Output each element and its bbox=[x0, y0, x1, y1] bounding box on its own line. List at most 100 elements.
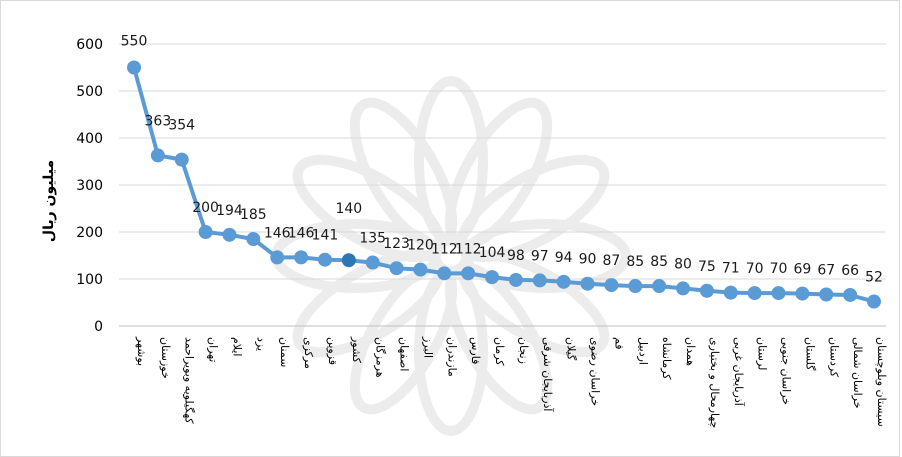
data-point bbox=[771, 286, 786, 301]
data-label: 123 bbox=[383, 236, 410, 252]
data-label: 550 bbox=[121, 34, 148, 50]
watermark-petal bbox=[414, 266, 488, 436]
watermark-petal bbox=[414, 76, 488, 246]
data-label: 97 bbox=[531, 248, 549, 264]
x-tick-label: خراسان شمالی bbox=[851, 337, 864, 409]
data-point bbox=[461, 266, 476, 281]
data-label: 185 bbox=[240, 207, 267, 223]
x-tick-label: آذربایجان غربی bbox=[732, 337, 746, 407]
data-point bbox=[843, 287, 858, 302]
data-label: 98 bbox=[507, 248, 525, 264]
data-point bbox=[723, 285, 738, 300]
y-tick-label: 300 bbox=[76, 178, 103, 194]
data-label: 80 bbox=[674, 256, 692, 272]
data-point bbox=[747, 286, 762, 301]
y-tick-label: 400 bbox=[76, 131, 103, 147]
data-label: 104 bbox=[479, 245, 506, 261]
data-point bbox=[580, 276, 595, 291]
x-tick-label: تهران bbox=[207, 337, 220, 362]
data-point bbox=[246, 232, 261, 247]
data-label: 135 bbox=[359, 231, 386, 247]
data-label: 85 bbox=[626, 254, 644, 270]
data-label: 87 bbox=[603, 253, 621, 269]
data-label: 75 bbox=[698, 259, 716, 275]
data-point bbox=[413, 262, 428, 277]
data-labels: 5503633542001941851461461411401351231201… bbox=[121, 34, 883, 286]
watermark-petal bbox=[444, 97, 553, 250]
data-point bbox=[819, 287, 834, 302]
watermark-petal bbox=[457, 154, 610, 263]
data-point bbox=[652, 279, 667, 294]
y-axis-title: میلیون ریال bbox=[41, 160, 57, 242]
data-point bbox=[437, 266, 452, 281]
data-point bbox=[127, 60, 141, 75]
data-point bbox=[341, 253, 356, 268]
data-point bbox=[556, 274, 571, 289]
y-axis-ticks: 0 100 200 300 400 500 600 bbox=[76, 37, 103, 335]
y-tick-label: 500 bbox=[76, 84, 103, 100]
data-point bbox=[676, 281, 691, 296]
x-tick-label: قم bbox=[612, 337, 625, 350]
data-point bbox=[150, 148, 165, 163]
x-tick-label: کهگیلویه وبویراحمد bbox=[183, 337, 196, 424]
y-tick-label: 0 bbox=[94, 319, 103, 335]
data-point bbox=[222, 227, 237, 242]
data-label: 70 bbox=[770, 261, 788, 277]
x-tick-label: همدان bbox=[684, 337, 697, 366]
x-tick-label: مرکزی bbox=[302, 337, 315, 369]
data-label: 66 bbox=[841, 263, 859, 279]
data-point bbox=[795, 286, 810, 301]
x-tick-label: کرمانشاه bbox=[660, 337, 673, 380]
data-point bbox=[317, 252, 332, 267]
x-tick-label: خراسان جنوبی bbox=[780, 337, 793, 405]
x-tick-label: زنجان bbox=[517, 337, 530, 364]
data-point bbox=[628, 279, 643, 294]
watermark-petal bbox=[292, 154, 445, 263]
x-tick-label: چهارمحال و بختیاری bbox=[708, 337, 721, 428]
data-label: 200 bbox=[192, 200, 219, 216]
x-tick-label: البرز bbox=[421, 336, 434, 358]
series-markers bbox=[127, 60, 881, 309]
x-tick-label: کردستان bbox=[827, 337, 840, 378]
data-label: 67 bbox=[817, 263, 835, 279]
x-tick-label: سمنان bbox=[278, 337, 291, 367]
x-tick-label: قزوین bbox=[326, 337, 339, 365]
x-tick-label: گلستان bbox=[803, 337, 816, 371]
x-tick-label: اردبیل bbox=[636, 337, 649, 365]
x-tick-label: آذربایجان شرقی bbox=[541, 337, 555, 412]
data-point bbox=[604, 278, 619, 293]
x-tick-label: یزد bbox=[254, 337, 267, 351]
data-label: 141 bbox=[312, 228, 339, 244]
x-tick-label: لرستان bbox=[756, 337, 769, 370]
data-label: 71 bbox=[722, 261, 740, 277]
x-axis-ticks: بوشهر خوزستان کهگیلویه وبویراحمد تهران ایلام… bbox=[135, 336, 888, 428]
data-label: 112 bbox=[431, 241, 458, 257]
y-tick-label: 100 bbox=[76, 272, 103, 288]
data-label: 85 bbox=[650, 254, 668, 270]
data-label: 146 bbox=[288, 225, 315, 241]
watermark-petal bbox=[292, 249, 445, 358]
x-tick-label: کشور bbox=[350, 336, 363, 364]
x-tick-label: مازندران bbox=[445, 337, 458, 377]
data-point bbox=[508, 272, 523, 287]
data-label: 146 bbox=[264, 225, 291, 241]
data-label: 52 bbox=[865, 270, 883, 286]
data-point bbox=[699, 283, 714, 298]
data-label: 90 bbox=[579, 252, 597, 268]
data-label: 363 bbox=[145, 113, 172, 129]
x-tick-label: کرمان bbox=[493, 337, 506, 366]
x-tick-label: فارس bbox=[469, 337, 482, 364]
data-point bbox=[174, 152, 189, 167]
data-label: 69 bbox=[793, 262, 811, 278]
data-point bbox=[198, 225, 213, 239]
x-tick-label: سیستان وبلوچستان bbox=[875, 337, 888, 427]
x-tick-label: اصفهان bbox=[398, 337, 411, 371]
x-tick-label: خوزستان bbox=[159, 337, 172, 379]
data-label: 120 bbox=[407, 238, 434, 254]
data-point bbox=[365, 255, 380, 270]
data-point bbox=[389, 261, 404, 276]
x-tick-label: خراسان رضوی bbox=[589, 337, 602, 406]
data-point bbox=[867, 294, 881, 309]
